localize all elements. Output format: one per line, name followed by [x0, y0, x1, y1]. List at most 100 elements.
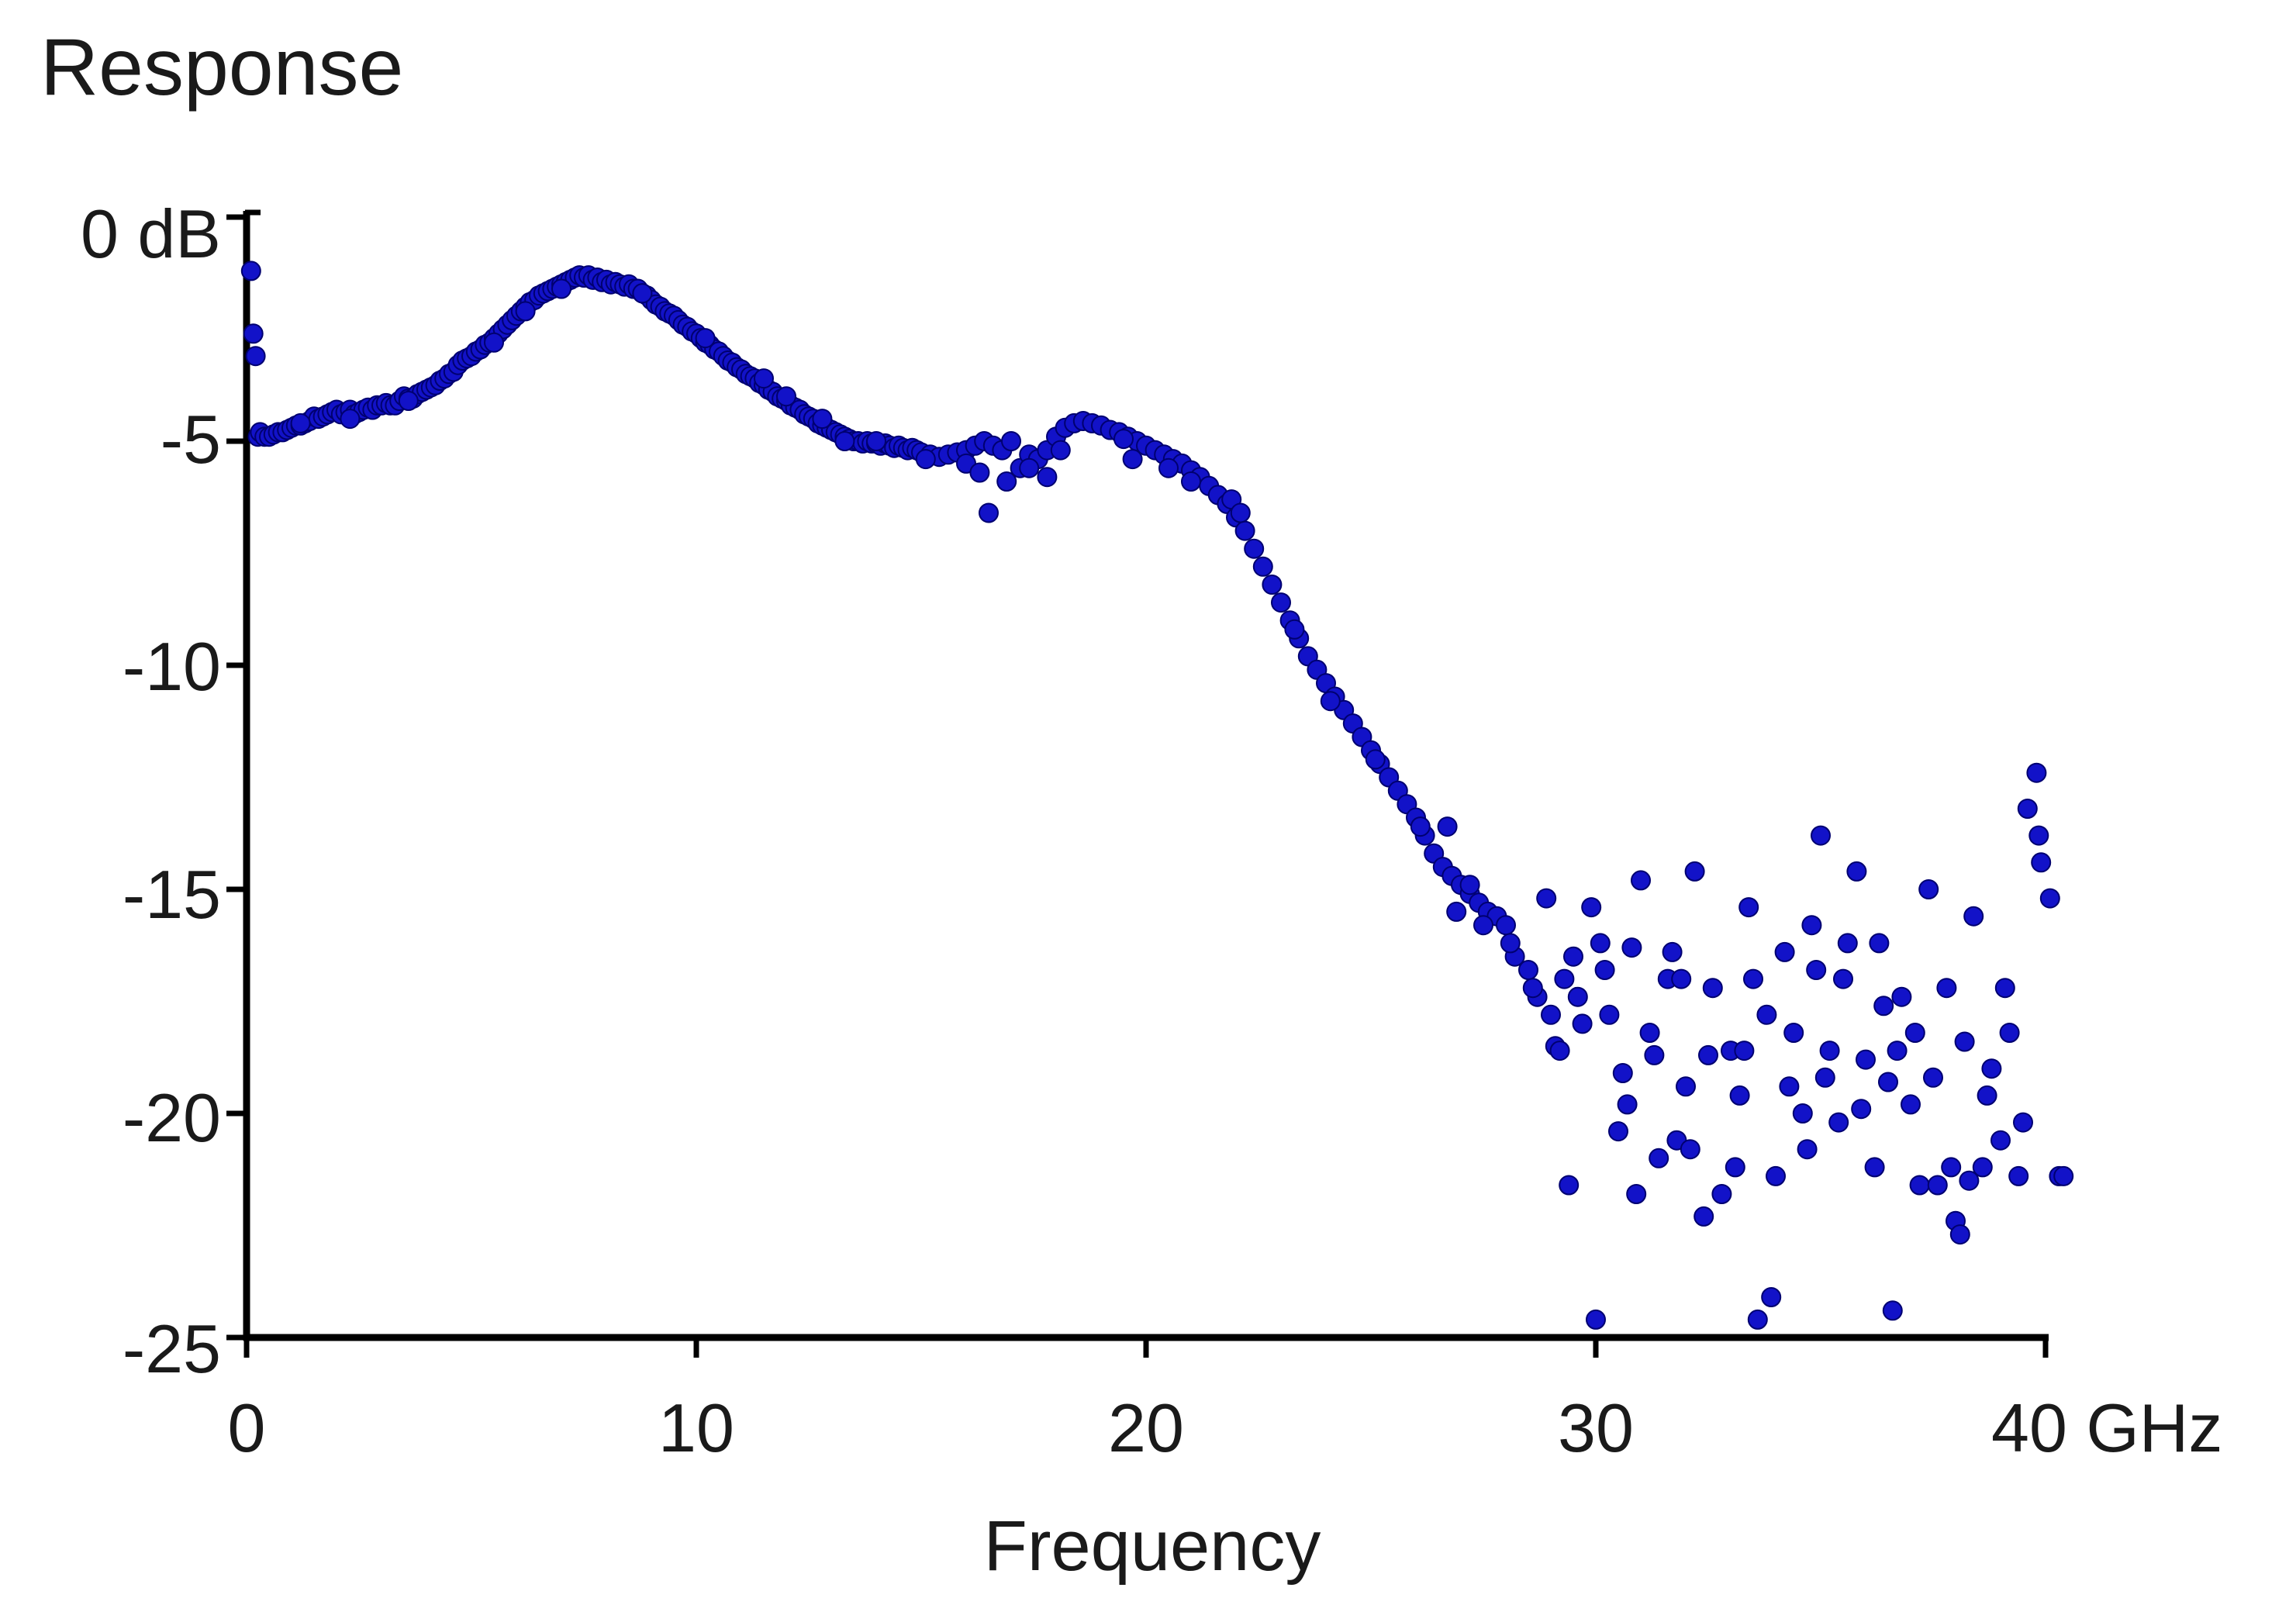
data-point: [1644, 1044, 1665, 1065]
data-point: [1181, 471, 1201, 492]
data-point: [1959, 1170, 1980, 1191]
data-point: [1567, 986, 1588, 1007]
data-point: [340, 409, 361, 430]
data-point: [1743, 968, 1763, 989]
data-point: [2031, 852, 2052, 873]
data-point: [632, 283, 653, 304]
data-point: [1977, 1085, 1997, 1106]
data-point: [515, 301, 536, 322]
data-point: [1828, 1112, 1849, 1133]
data-point: [1833, 968, 1853, 989]
data-point: [2053, 1165, 2074, 1186]
data-point: [484, 332, 504, 353]
data-point: [1954, 1031, 1975, 1052]
data-point: [1878, 1072, 1898, 1092]
x-tick-label: 30: [1558, 1389, 1634, 1466]
data-point: [1019, 457, 1040, 478]
data-point: [1001, 431, 1021, 451]
data-point: [1702, 978, 1723, 999]
data-point: [1594, 960, 1615, 980]
data-point: [969, 462, 990, 483]
data-point: [1586, 1309, 1606, 1330]
data-point: [551, 278, 571, 299]
data-point: [1271, 592, 1291, 613]
data-point: [1734, 1041, 1755, 1061]
data-point: [1262, 575, 1283, 595]
data-point: [2039, 888, 2060, 909]
data-point: [1923, 1067, 1943, 1088]
data-point: [1887, 1041, 1908, 1061]
data-point: [1981, 1058, 2002, 1079]
data-point: [240, 261, 261, 281]
data-point: [1792, 1103, 1813, 1124]
data-point: [812, 409, 833, 430]
data-point: [1541, 1004, 1561, 1025]
axes: [226, 209, 2049, 1358]
x-tick-label: 40 GHz: [1991, 1389, 2222, 1466]
data-point: [1918, 879, 1939, 899]
data-point: [1814, 1067, 1835, 1088]
data-point: [1837, 933, 1858, 954]
y-axis-title: Response: [40, 22, 403, 112]
data-point: [1797, 1139, 1818, 1160]
data-point: [1113, 429, 1134, 450]
y-tick-label: -20: [123, 1079, 221, 1156]
data-point: [1284, 619, 1305, 640]
data-point: [1941, 1157, 1962, 1178]
data-point: [1756, 1004, 1777, 1025]
y-tick-label: -25: [123, 1310, 221, 1387]
data-point: [245, 346, 266, 367]
data-point: [290, 412, 311, 433]
data-point: [1649, 1148, 1669, 1168]
data-point: [1621, 937, 1642, 958]
data-point: [1639, 1023, 1660, 1043]
data-point: [1869, 933, 1890, 954]
data-point: [1446, 901, 1467, 922]
data-point: [1662, 941, 1683, 962]
data-point: [1563, 946, 1583, 967]
data-point: [1994, 978, 2015, 999]
data-point: [754, 368, 774, 389]
data-point: [1819, 1041, 1840, 1061]
data-point: [1963, 906, 1984, 927]
data-point: [1783, 1023, 1804, 1043]
data-point: [1320, 691, 1341, 712]
data-point: [1972, 1157, 1993, 1178]
data-point: [1234, 520, 1255, 541]
data-point: [1626, 1184, 1647, 1204]
data-point: [1473, 915, 1493, 936]
data-point: [1680, 1139, 1700, 1160]
data-point: [1500, 933, 1521, 954]
data-point: [1676, 1076, 1696, 1097]
x-tick-label: 0: [228, 1389, 266, 1466]
x-tick-label: 20: [1108, 1389, 1184, 1466]
data-point: [1365, 749, 1386, 770]
data-point: [1252, 556, 1273, 577]
data-point: [1873, 996, 1894, 1016]
data-point: [1904, 1023, 1925, 1043]
data-points: [240, 261, 2074, 1330]
data-point: [695, 328, 716, 349]
data-point: [1581, 897, 1602, 918]
data-point: [1158, 457, 1179, 478]
data-point: [979, 502, 999, 523]
data-point: [1612, 1063, 1633, 1083]
data-point: [1437, 816, 1458, 837]
data-point: [2013, 1112, 2033, 1133]
x-axis-title: Frequency: [984, 1507, 1321, 1586]
data-point: [1711, 1184, 1732, 1204]
data-point: [1882, 1300, 1903, 1321]
data-point: [1572, 1013, 1593, 1034]
data-point: [1230, 502, 1251, 523]
data-point: [1846, 861, 1867, 882]
data-point: [1536, 888, 1557, 909]
data-point: [1050, 440, 1071, 461]
data-point: [1496, 915, 1516, 936]
data-point: [1244, 538, 1265, 559]
x-tick-labels: 0 10 20 30 40 GHz: [228, 1389, 2223, 1466]
data-point: [1901, 1094, 1921, 1115]
data-point: [1936, 978, 1957, 999]
data-point: [1459, 875, 1480, 896]
data-point: [1801, 915, 1822, 936]
data-point: [243, 323, 264, 344]
